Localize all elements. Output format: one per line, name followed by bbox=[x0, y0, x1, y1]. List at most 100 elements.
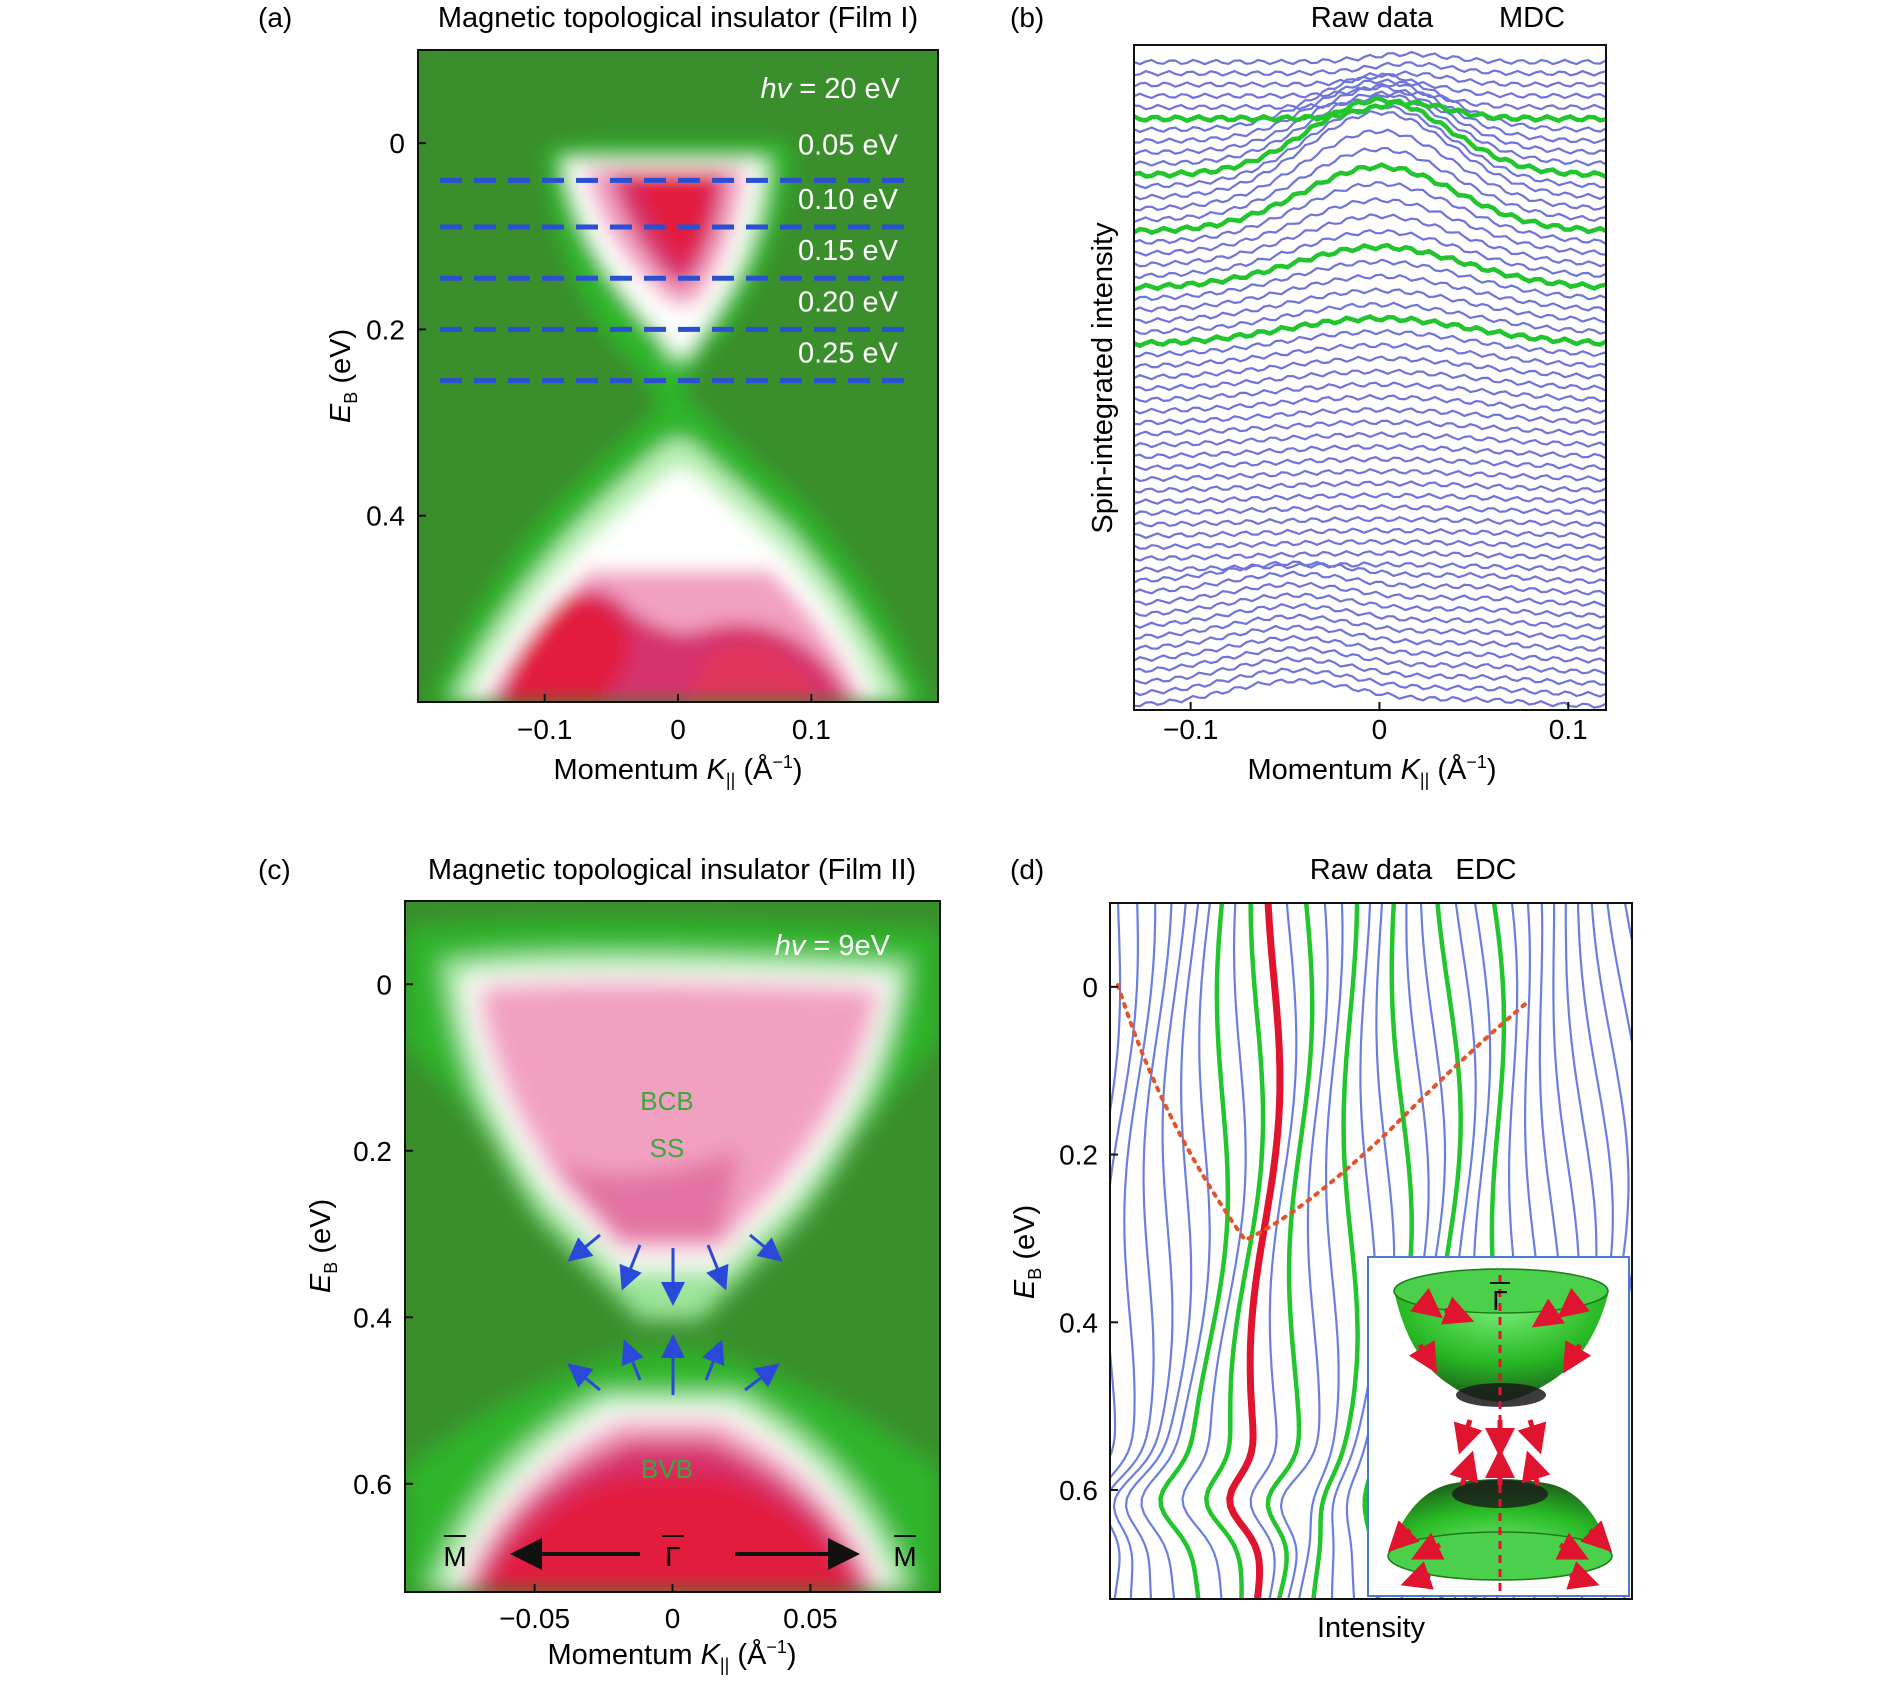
y-tick-label: 0 bbox=[389, 128, 405, 159]
panel-d: (d) Raw data EDC bbox=[1009, 854, 1633, 1644]
panel-a-letter: (a) bbox=[258, 2, 292, 33]
mdc-curve bbox=[1134, 550, 1606, 562]
mdc-curve bbox=[1134, 228, 1606, 280]
x-tick-label: −0.1 bbox=[517, 714, 572, 745]
mdc-curve bbox=[1134, 273, 1606, 313]
y-tick-label: 0.6 bbox=[1059, 1475, 1098, 1506]
panel-c-hv: hv = 9eV bbox=[775, 930, 891, 962]
edc-curve bbox=[1249, 903, 1298, 1599]
mdc-curve bbox=[1134, 624, 1606, 652]
mdc-curve bbox=[1134, 84, 1606, 156]
panel-c-heatmap bbox=[405, 901, 940, 1592]
panel-b-xlabel: Momentum K|| (Å−1) bbox=[1247, 752, 1496, 790]
mdc-curve bbox=[1134, 213, 1606, 268]
mdc-curve bbox=[1134, 561, 1606, 573]
mdc-curve bbox=[1134, 431, 1606, 449]
m-right-label: M bbox=[893, 1541, 916, 1572]
mdc-curve bbox=[1134, 646, 1606, 676]
panel-a-hv: hv = 20 eV bbox=[761, 73, 901, 105]
mdc-curve bbox=[1134, 581, 1606, 608]
mdc-curve bbox=[1134, 287, 1606, 325]
panel-b-title: Raw data bbox=[1311, 2, 1434, 34]
mdc-curve bbox=[1134, 242, 1606, 292]
mdc-curve bbox=[1134, 328, 1606, 358]
edc-curve bbox=[1265, 903, 1315, 1599]
mdc-curve bbox=[1134, 355, 1606, 381]
mdc-curve bbox=[1134, 368, 1606, 392]
gamma-label: Γ bbox=[665, 1541, 680, 1572]
mdc-curve bbox=[1134, 90, 1606, 167]
panel-d-ylabel: EB (eV) bbox=[1009, 1205, 1045, 1299]
panel-d-title2: EDC bbox=[1455, 854, 1516, 886]
edc-curve-red bbox=[1226, 903, 1284, 1599]
panel-c-letter: (c) bbox=[258, 854, 291, 885]
x-tick-label: −0.1 bbox=[1163, 714, 1218, 745]
mdc-curve bbox=[1134, 480, 1606, 494]
y-tick-label: 0.4 bbox=[353, 1302, 392, 1333]
mdc-curve bbox=[1134, 301, 1606, 335]
mdc-curve bbox=[1134, 419, 1606, 438]
x-tick-label: 0.1 bbox=[792, 714, 831, 745]
edc-curve bbox=[1110, 903, 1139, 1459]
mdc-curve bbox=[1134, 560, 1606, 585]
x-tick-label: 0 bbox=[1372, 714, 1388, 745]
mdc-curve bbox=[1134, 196, 1606, 257]
y-tick-label: 0.2 bbox=[366, 314, 405, 345]
edc-curve bbox=[1345, 903, 1396, 1599]
mdc-curve bbox=[1134, 128, 1606, 212]
mdc-curve bbox=[1134, 342, 1606, 370]
mdc-curve bbox=[1134, 61, 1606, 77]
x-tick-label: 0.1 bbox=[1549, 714, 1588, 745]
edc-curve bbox=[1311, 903, 1360, 1599]
panel-c-ss-label: SS bbox=[650, 1133, 685, 1163]
edc-curve bbox=[1181, 903, 1247, 1599]
energy-cut-label: 0.25 eV bbox=[798, 338, 899, 370]
energy-cut-label: 0.15 eV bbox=[798, 235, 899, 267]
panel-a-title: Magnetic topological insulator (Film I) bbox=[438, 2, 918, 34]
mdc-curve bbox=[1134, 393, 1606, 415]
mdc-curve bbox=[1134, 146, 1606, 224]
y-tick-label: 0.2 bbox=[1059, 1140, 1098, 1171]
mdc-curve bbox=[1134, 258, 1606, 302]
panel-c: (c) Magnetic topological insulator (Film… bbox=[258, 854, 941, 1675]
panel-c-bvb-label: BVB bbox=[641, 1454, 693, 1484]
panel-a-energy-cuts bbox=[440, 177, 912, 384]
mdc-curve bbox=[1134, 109, 1606, 201]
panel-a-xlabel: Momentum K|| (Å−1) bbox=[553, 752, 802, 790]
edc-curve bbox=[1110, 903, 1157, 1567]
panel-c-kpoint-labels: M Γ M bbox=[443, 1535, 917, 1572]
mdc-curve bbox=[1134, 538, 1606, 551]
panel-b-letter: (b) bbox=[1010, 2, 1044, 33]
mdc-curve bbox=[1134, 492, 1606, 506]
mdc-curve bbox=[1134, 527, 1606, 540]
x-tick-label: −0.05 bbox=[499, 1603, 570, 1634]
panel-b: (b) Raw data MDC −0.1 0 0.1 Momentum K|| (… bbox=[1010, 2, 1607, 790]
panel-a-ticks: −0.1 0 0.1 0 0.2 0.4 bbox=[366, 128, 831, 745]
inset-gamma-label: Γ bbox=[1492, 1285, 1507, 1316]
y-tick-label: 0.2 bbox=[353, 1136, 392, 1167]
mdc-curve bbox=[1134, 162, 1606, 236]
panel-d-letter: (d) bbox=[1010, 854, 1044, 885]
edc-curve bbox=[1124, 903, 1200, 1599]
y-tick-label: 0.4 bbox=[366, 501, 405, 532]
y-tick-label: 0 bbox=[376, 969, 392, 1000]
mdc-curve bbox=[1134, 678, 1606, 709]
mdc-curve bbox=[1134, 468, 1606, 483]
panel-d-frame bbox=[1109, 902, 1633, 1600]
mdc-curve bbox=[1134, 592, 1606, 619]
edc-curve bbox=[1298, 903, 1344, 1599]
mdc-curve bbox=[1134, 656, 1606, 686]
panel-a-heatmap bbox=[418, 50, 938, 702]
panel-c-ylabel: EB (eV) bbox=[305, 1199, 341, 1293]
edc-curve bbox=[1279, 903, 1329, 1599]
mdc-curve bbox=[1134, 180, 1606, 245]
panel-c-xlabel: Momentum K|| (Å−1) bbox=[547, 1637, 796, 1675]
edc-curve bbox=[1110, 903, 1122, 1118]
mdc-curve bbox=[1134, 381, 1606, 403]
edc-curve bbox=[1204, 903, 1266, 1599]
mdc-curve bbox=[1134, 71, 1606, 134]
x-tick-label: 0 bbox=[665, 1603, 681, 1634]
y-tick-label: 0.4 bbox=[1059, 1307, 1098, 1338]
mdc-curve bbox=[1134, 90, 1606, 111]
